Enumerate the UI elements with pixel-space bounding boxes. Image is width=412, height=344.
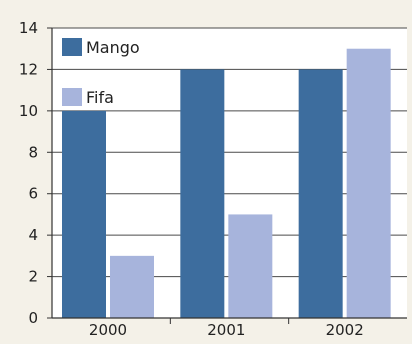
bars — [62, 48, 391, 318]
axes: 0 2 4 6 8 10 12 14 2000 2001 2002 — [19, 19, 407, 339]
y-tick-label: 8 — [28, 143, 38, 161]
bar-fifa-2000 — [110, 255, 154, 318]
y-tick-label: 0 — [28, 309, 38, 327]
y-tick-label: 2 — [28, 268, 38, 286]
legend-label-mango: Mango — [86, 38, 140, 57]
x-tick-label: 2001 — [207, 321, 245, 339]
bar-mango-2000 — [62, 110, 106, 318]
bar-mango-2002 — [298, 69, 343, 318]
x-tick-label: 2000 — [89, 321, 127, 339]
bar-fifa-2001 — [228, 214, 273, 318]
legend: Mango Fifa — [62, 38, 140, 107]
bar-fifa-2002 — [346, 48, 391, 318]
x-tick-label: 2002 — [326, 321, 364, 339]
y-tick-label: 12 — [19, 60, 38, 78]
y-tick-label: 6 — [28, 185, 38, 203]
legend-swatch-mango — [62, 38, 82, 56]
legend-label-fifa: Fifa — [86, 88, 114, 107]
y-tick-label: 10 — [19, 102, 38, 120]
y-tick-label: 4 — [28, 226, 38, 244]
bar-mango-2001 — [180, 69, 225, 318]
y-tick-label: 14 — [19, 19, 38, 37]
legend-swatch-fifa — [62, 88, 82, 106]
